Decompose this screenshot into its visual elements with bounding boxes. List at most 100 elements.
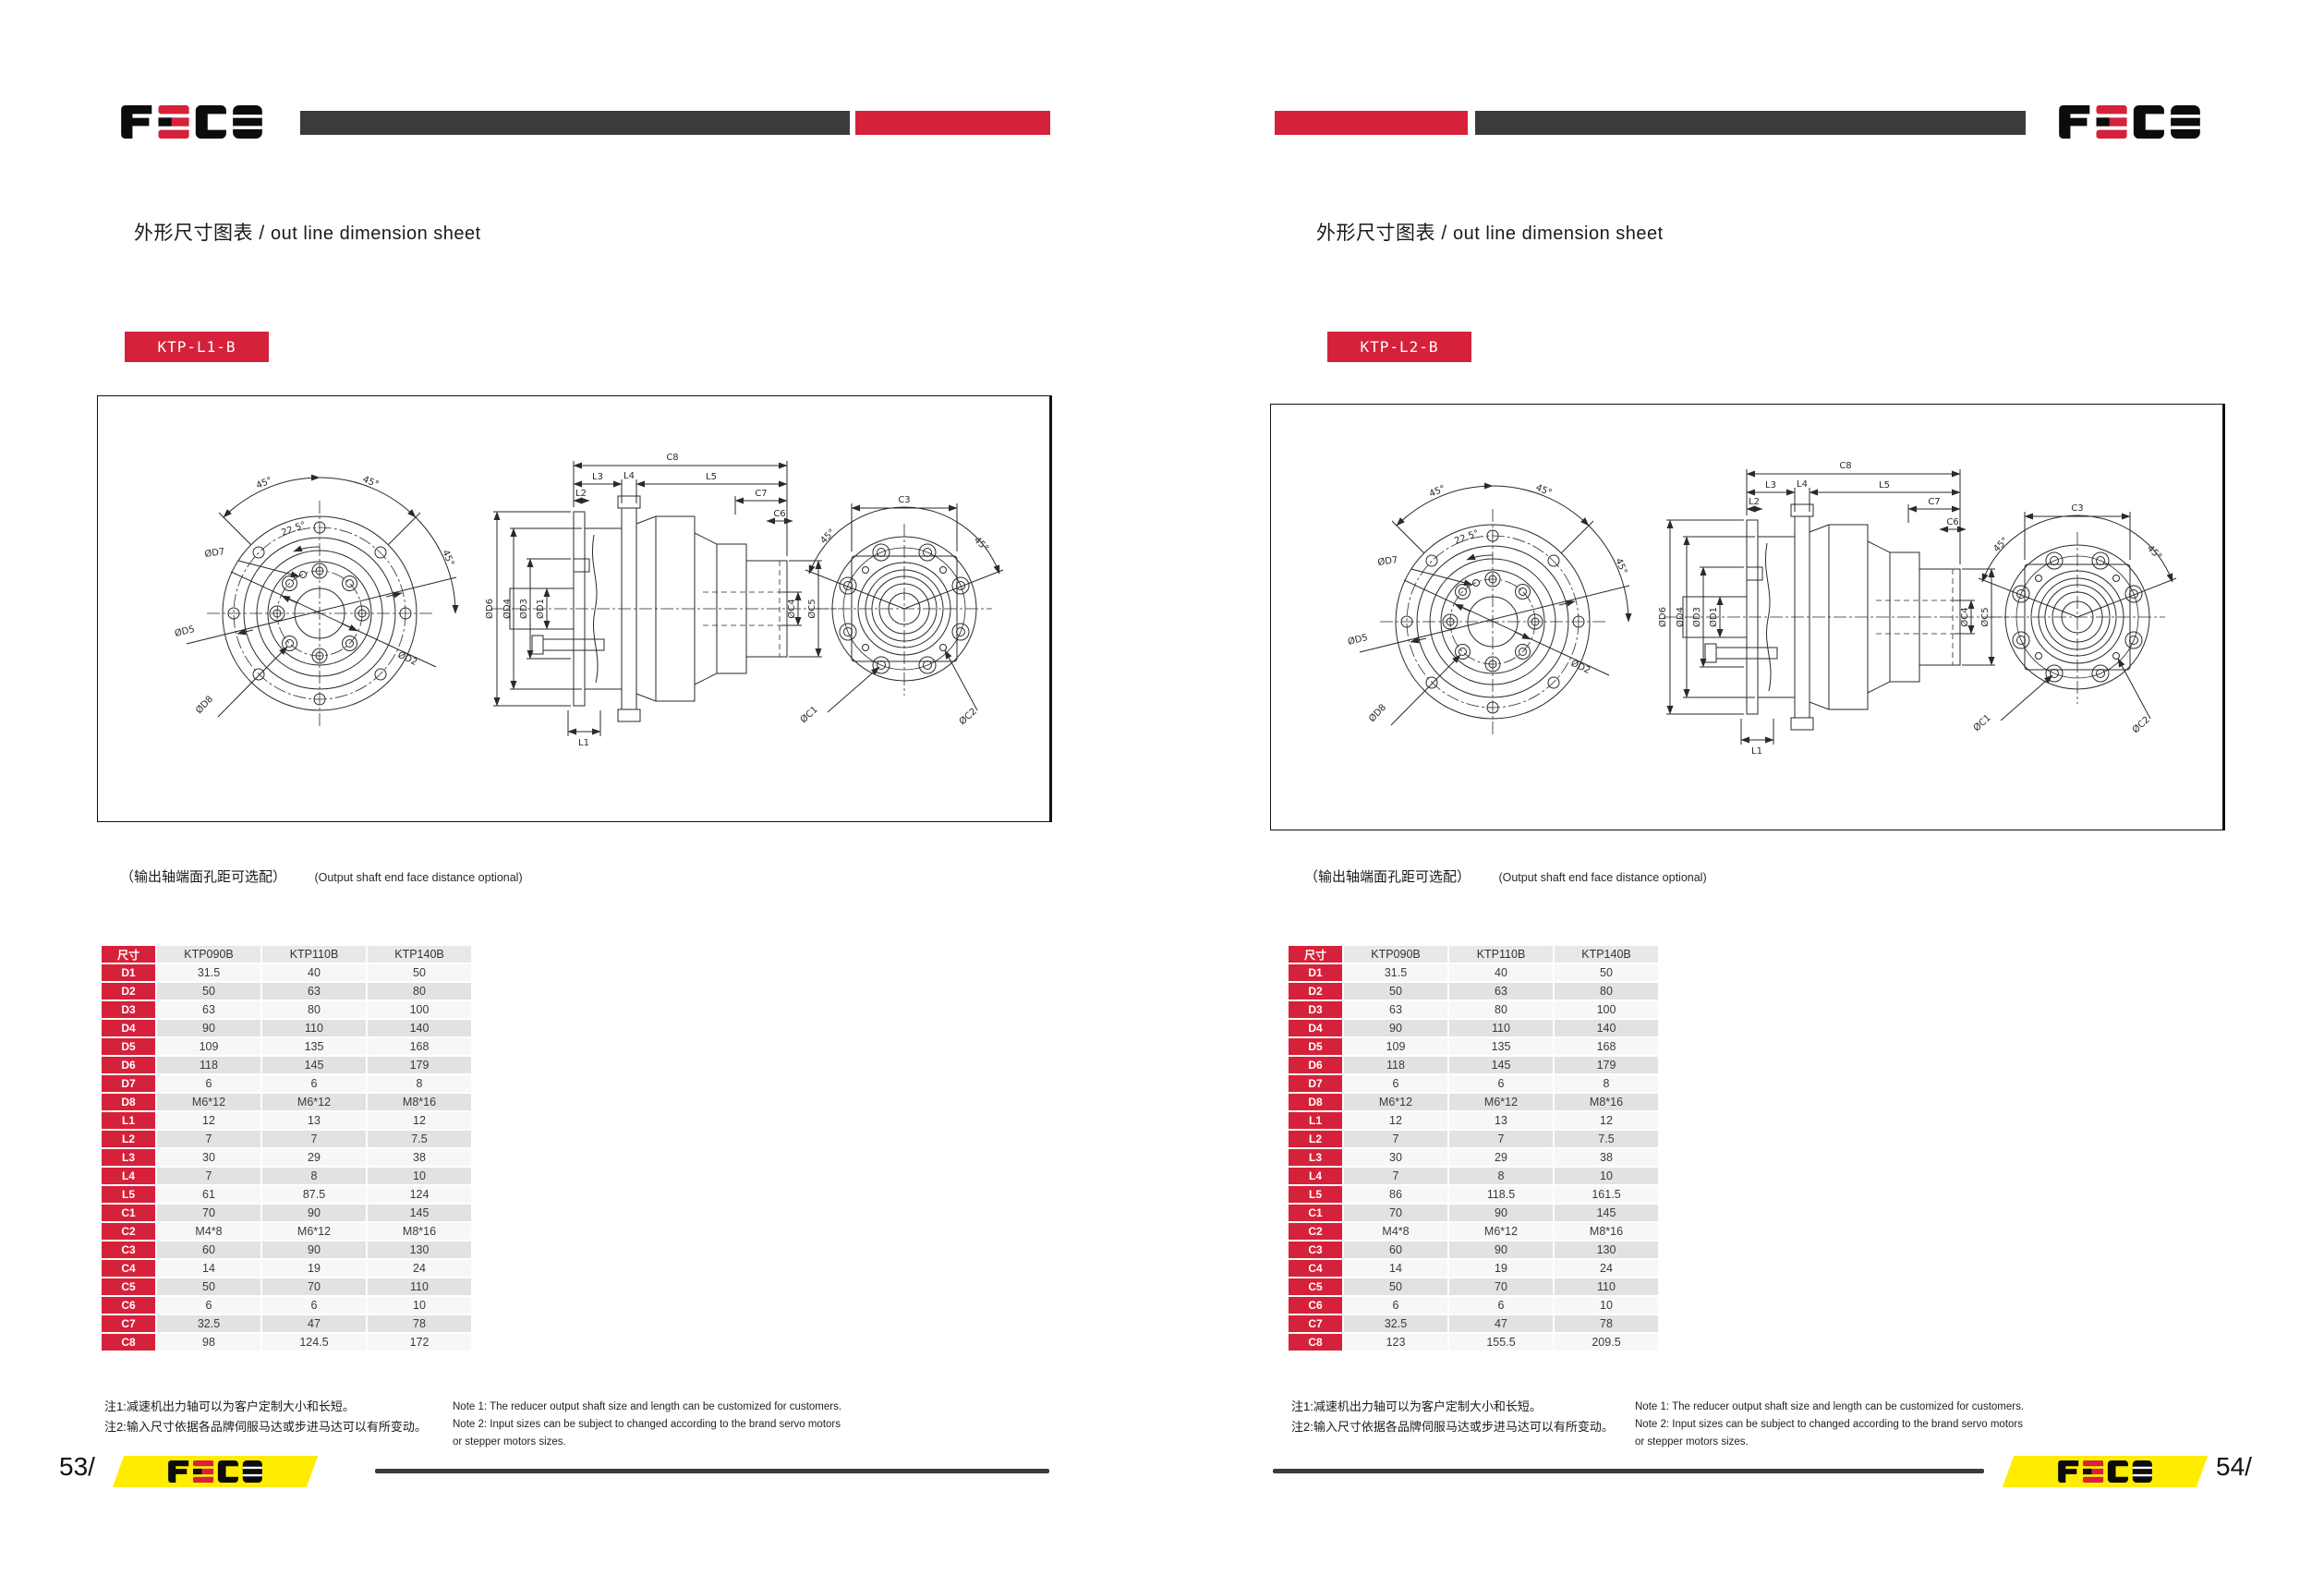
dim-value-cell: 124 bbox=[368, 1186, 471, 1203]
dim-value-cell: 29 bbox=[1449, 1149, 1553, 1166]
dim-value-cell: 100 bbox=[368, 1001, 471, 1018]
dim-value-cell: 118.5 bbox=[1449, 1186, 1553, 1203]
table-row: C8 98 124.5 172 bbox=[102, 1334, 471, 1351]
table-row: C3 60 90 130 bbox=[102, 1242, 471, 1258]
dim-value-cell: 130 bbox=[1555, 1242, 1658, 1258]
feco-letter-f bbox=[168, 1460, 189, 1483]
dim-value-cell: 140 bbox=[368, 1020, 471, 1036]
dim-value-cell: 10 bbox=[1555, 1168, 1658, 1184]
dim-label-cell: D1 bbox=[102, 964, 155, 981]
dim-value-cell: 90 bbox=[1449, 1205, 1553, 1221]
dim-label-cell: C3 bbox=[1289, 1242, 1342, 1258]
feco-letter-e bbox=[2083, 1460, 2104, 1483]
dim-label-cell: L5 bbox=[102, 1186, 155, 1203]
optional-note-en: (Output shaft end face distance optional… bbox=[1498, 871, 1707, 884]
dim-value-cell: 50 bbox=[157, 983, 260, 999]
dim-value-cell: 155.5 bbox=[1449, 1334, 1553, 1351]
rear-view bbox=[805, 503, 1004, 713]
dim-value-cell: 13 bbox=[1449, 1112, 1553, 1129]
section-view bbox=[1664, 469, 2010, 745]
dim-value-cell: 19 bbox=[1449, 1260, 1553, 1277]
dim-value-cell: 8 bbox=[262, 1168, 366, 1184]
dim-label: L5 bbox=[1879, 480, 1890, 491]
dim-label: ØC2 bbox=[957, 706, 979, 727]
dim-value-cell: 8 bbox=[1555, 1075, 1658, 1092]
table-row: D7 6 6 8 bbox=[102, 1075, 471, 1092]
dim-value-cell: 14 bbox=[1344, 1260, 1447, 1277]
dim-value-cell: 50 bbox=[1555, 964, 1658, 981]
table-row: D8 M6*12 M6*12 M8*16 bbox=[1289, 1094, 1658, 1110]
dim-label-cell: D7 bbox=[1289, 1075, 1342, 1092]
dimension-table: 尺寸 KTP090B KTP110B KTP140B D1 31.5 40 50 bbox=[100, 944, 473, 1352]
dim-label-cell: C8 bbox=[1289, 1334, 1342, 1351]
dim-label: C6 bbox=[1946, 517, 1958, 527]
feco-letter-e bbox=[158, 105, 189, 139]
dim-label-cell: C1 bbox=[1289, 1205, 1342, 1221]
table-row: C2 M4*8 M6*12 M8*16 bbox=[102, 1223, 471, 1240]
dim-value-cell: M4*8 bbox=[157, 1223, 260, 1240]
front-view bbox=[1359, 482, 1632, 734]
dim-label: ØC5 bbox=[1979, 607, 1991, 626]
dim-label: L4 bbox=[623, 471, 635, 481]
dim-label: 45° bbox=[1534, 483, 1554, 499]
table-row: D6 118 145 179 bbox=[102, 1057, 471, 1073]
footer-logo-banner bbox=[112, 1456, 319, 1487]
dim-label: ØD4 bbox=[502, 599, 513, 619]
dim-label: L3 bbox=[592, 472, 603, 482]
dim-label-cell: D6 bbox=[1289, 1057, 1342, 1073]
rear-bolt-lobes bbox=[839, 543, 970, 674]
dim-value-cell: 209.5 bbox=[1555, 1334, 1658, 1351]
page-54: 外形尺寸图表 / out line dimension sheet KTP-L2… bbox=[1162, 0, 2324, 1587]
feco-letter-c bbox=[2133, 105, 2164, 139]
column-header-cell: KTP090B bbox=[1344, 946, 1447, 963]
dim-value-cell: 110 bbox=[262, 1020, 366, 1036]
dim-value-cell: 8 bbox=[368, 1075, 471, 1092]
notes-chinese: 注1:减速机出力轴可以为客户定制大小和长短。 注2:输入尺寸依据各品牌伺服马达或… bbox=[104, 1397, 427, 1437]
note-en-3: or stepper motors sizes. bbox=[1635, 1436, 1749, 1448]
table-header-row: 尺寸 KTP090B KTP110B KTP140B bbox=[1289, 946, 1658, 963]
note-en-1: Note 1: The reducer output shaft size an… bbox=[1635, 1401, 2025, 1412]
table-row: D4 90 110 140 bbox=[1289, 1020, 1658, 1036]
inner-bolt-holes bbox=[1442, 571, 1543, 672]
table-row: D1 31.5 40 50 bbox=[1289, 964, 1658, 981]
dim-label: ØC2 bbox=[2130, 714, 2152, 735]
dim-value-cell: 24 bbox=[368, 1260, 471, 1277]
dim-value-cell: 10 bbox=[368, 1168, 471, 1184]
dim-label: 45° bbox=[1428, 484, 1447, 500]
dim-value-cell: 87.5 bbox=[262, 1186, 366, 1203]
table-row: C7 32.5 47 78 bbox=[102, 1315, 471, 1332]
model-label: KTP-L2-B bbox=[1327, 332, 1471, 362]
dim-label-cell: D8 bbox=[102, 1094, 155, 1110]
table-row: C6 6 6 10 bbox=[102, 1297, 471, 1314]
optional-note-en: (Output shaft end face distance optional… bbox=[314, 871, 523, 884]
dim-value-cell: 90 bbox=[262, 1242, 366, 1258]
table-row: C4 14 19 24 bbox=[1289, 1260, 1658, 1277]
feco-letter-f bbox=[2059, 105, 2090, 139]
feco-letter-e bbox=[2096, 105, 2127, 139]
dim-label: C6 bbox=[773, 509, 785, 519]
dim-value-cell: 50 bbox=[368, 964, 471, 981]
header-logo bbox=[97, 105, 286, 139]
table-row: D6 118 145 179 bbox=[1289, 1057, 1658, 1073]
dim-value-cell: M8*16 bbox=[1555, 1223, 1658, 1240]
dim-label: ØD3 bbox=[1691, 607, 1702, 627]
table-row: C2 M4*8 M6*12 M8*16 bbox=[1289, 1223, 1658, 1240]
dim-value-cell: 130 bbox=[368, 1242, 471, 1258]
dim-value-cell: 78 bbox=[368, 1315, 471, 1332]
dim-label: ØD4 bbox=[1675, 607, 1686, 627]
table-row: C6 6 6 10 bbox=[1289, 1297, 1658, 1314]
dim-label-cell: C2 bbox=[1289, 1223, 1342, 1240]
dim-value-cell: 161.5 bbox=[1555, 1186, 1658, 1203]
table-row: D2 50 63 80 bbox=[102, 983, 471, 999]
header-dark-bar bbox=[1475, 111, 2026, 135]
optional-note-zh: （输出轴端面孔距可选配） bbox=[1304, 869, 1471, 885]
feco-letter-e bbox=[193, 1460, 214, 1483]
dim-value-cell: 179 bbox=[1555, 1057, 1658, 1073]
dim-value-cell: M6*12 bbox=[1449, 1094, 1553, 1110]
page-title-separator: / bbox=[259, 223, 265, 244]
table-row: C5 50 70 110 bbox=[102, 1278, 471, 1295]
dim-value-cell: 109 bbox=[1344, 1038, 1447, 1055]
dim-value-cell: 145 bbox=[262, 1057, 366, 1073]
dim-value-cell: 172 bbox=[368, 1334, 471, 1351]
dim-value-cell: 110 bbox=[1449, 1020, 1553, 1036]
